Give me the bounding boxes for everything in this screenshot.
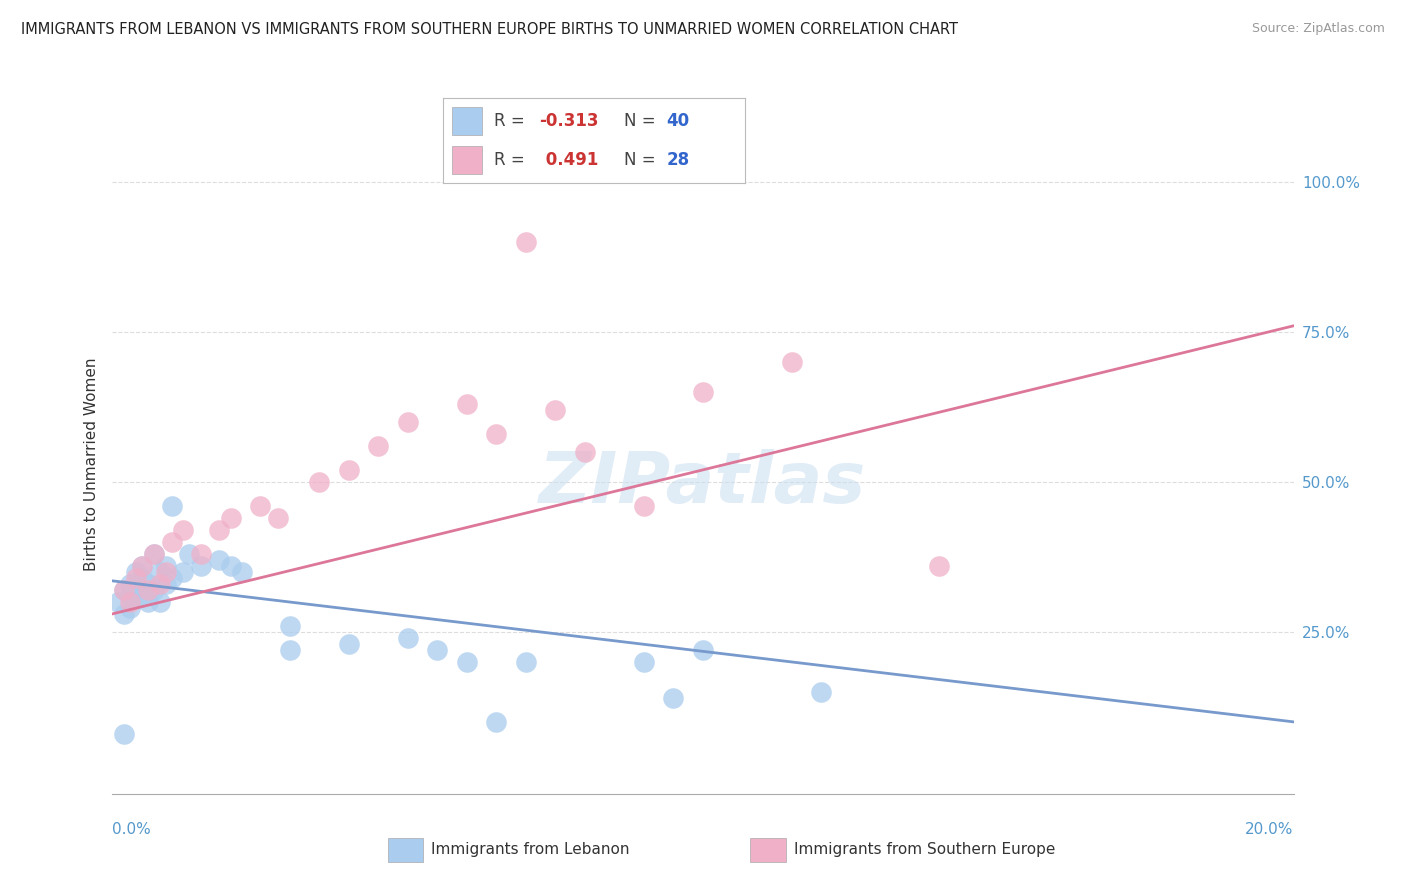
- Point: [125, 565, 148, 579]
- Point: [515, 655, 537, 669]
- Text: 20.0%: 20.0%: [1246, 822, 1294, 837]
- Point: [190, 547, 212, 561]
- Point: [155, 565, 177, 579]
- Point: [120, 600, 142, 615]
- Point: [456, 655, 478, 669]
- Point: [149, 565, 172, 579]
- Point: [208, 523, 231, 537]
- Text: IMMIGRANTS FROM LEBANON VS IMMIGRANTS FROM SOUTHERN EUROPE BIRTHS TO UNMARRIED W: IMMIGRANTS FROM LEBANON VS IMMIGRANTS FR…: [21, 22, 957, 37]
- Bar: [451, 146, 482, 175]
- Text: 0.0%: 0.0%: [112, 822, 152, 837]
- Text: -0.313: -0.313: [540, 112, 599, 129]
- Point: [308, 475, 330, 489]
- Point: [172, 565, 194, 579]
- Bar: [751, 838, 786, 862]
- Point: [142, 582, 165, 597]
- Y-axis label: Births to Unmarried Women: Births to Unmarried Women: [83, 357, 98, 571]
- Point: [278, 619, 301, 633]
- Point: [142, 547, 165, 561]
- Point: [396, 415, 419, 429]
- Text: ZIPatlas: ZIPatlas: [540, 450, 866, 518]
- Text: R =: R =: [495, 112, 530, 129]
- Point: [179, 547, 201, 561]
- Point: [136, 595, 159, 609]
- Point: [426, 643, 449, 657]
- Point: [692, 384, 714, 399]
- Point: [125, 571, 148, 585]
- Point: [155, 558, 177, 573]
- Point: [219, 511, 242, 525]
- Point: [515, 235, 537, 249]
- Point: [337, 463, 360, 477]
- Text: Immigrants from Lebanon: Immigrants from Lebanon: [432, 842, 630, 857]
- Point: [120, 589, 142, 603]
- Point: [131, 571, 153, 585]
- Point: [208, 553, 231, 567]
- Point: [160, 499, 183, 513]
- Bar: [388, 838, 423, 862]
- Point: [485, 714, 508, 729]
- Point: [131, 558, 153, 573]
- Point: [367, 439, 389, 453]
- Text: N =: N =: [624, 112, 661, 129]
- Point: [337, 637, 360, 651]
- Point: [136, 582, 159, 597]
- Text: 28: 28: [666, 152, 690, 169]
- Point: [160, 534, 183, 549]
- Point: [112, 582, 135, 597]
- Point: [231, 565, 253, 579]
- Point: [120, 577, 142, 591]
- Point: [267, 511, 290, 525]
- Point: [131, 558, 153, 573]
- Point: [219, 558, 242, 573]
- Point: [249, 499, 271, 513]
- Point: [172, 523, 194, 537]
- Text: Source: ZipAtlas.com: Source: ZipAtlas.com: [1251, 22, 1385, 36]
- Point: [574, 445, 596, 459]
- Text: 0.491: 0.491: [540, 152, 598, 169]
- Point: [136, 577, 159, 591]
- Point: [112, 727, 135, 741]
- Point: [396, 631, 419, 645]
- Point: [485, 426, 508, 441]
- Point: [544, 402, 567, 417]
- Point: [120, 595, 142, 609]
- Text: N =: N =: [624, 152, 661, 169]
- Point: [160, 571, 183, 585]
- Point: [125, 582, 148, 597]
- Point: [190, 558, 212, 573]
- Point: [928, 558, 950, 573]
- Point: [131, 589, 153, 603]
- Point: [456, 397, 478, 411]
- Point: [112, 582, 135, 597]
- Point: [692, 643, 714, 657]
- Point: [155, 577, 177, 591]
- Bar: [451, 107, 482, 135]
- Point: [278, 643, 301, 657]
- Point: [112, 607, 135, 621]
- Point: [149, 595, 172, 609]
- Point: [810, 685, 832, 699]
- Text: R =: R =: [495, 152, 530, 169]
- Point: [149, 577, 172, 591]
- Point: [633, 655, 655, 669]
- Point: [780, 355, 803, 369]
- Point: [142, 547, 165, 561]
- Text: Immigrants from Southern Europe: Immigrants from Southern Europe: [793, 842, 1054, 857]
- Point: [662, 690, 685, 705]
- Point: [107, 595, 129, 609]
- Text: 40: 40: [666, 112, 690, 129]
- Point: [633, 499, 655, 513]
